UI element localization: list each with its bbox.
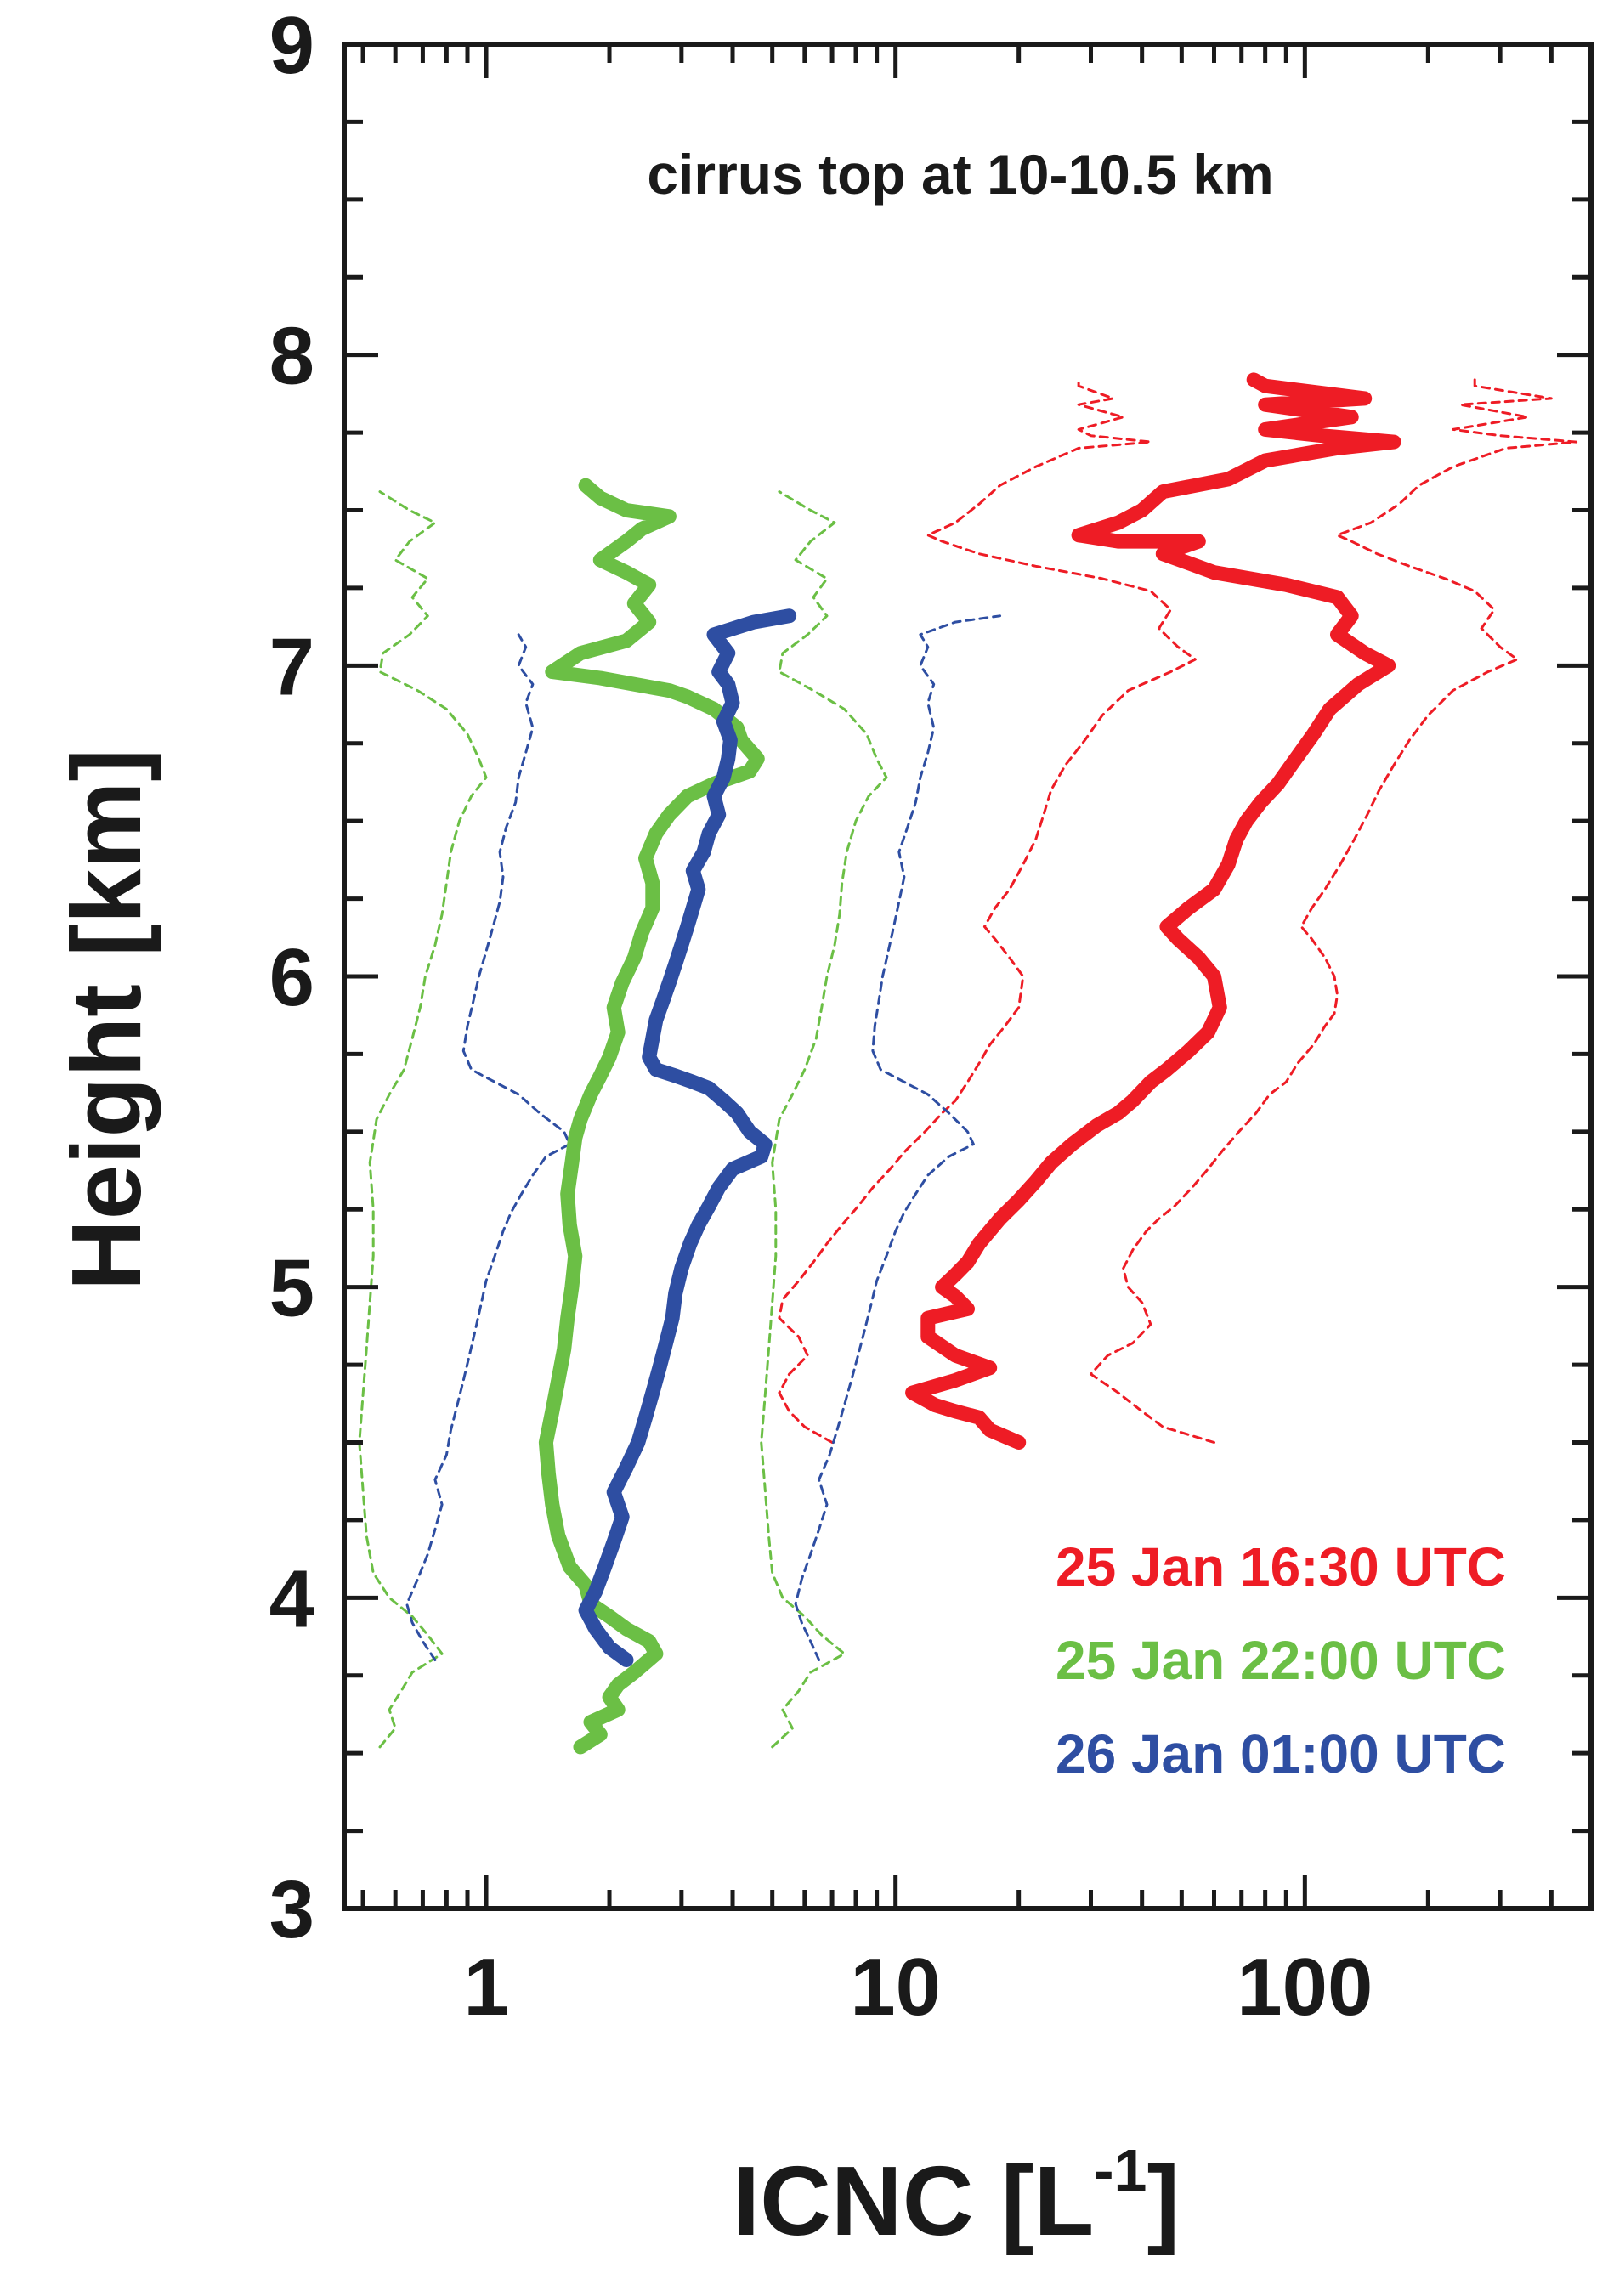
y-tick-label: 8 (269, 311, 314, 402)
x-axis-title-superscript: -1 (1094, 2137, 1147, 2203)
plot-frame (342, 42, 1594, 1911)
legend-entry: 26 Jan 01:00 UTC (1056, 1723, 1506, 1784)
series-line-26-jan-01-00-utc-lower-bound (405, 633, 571, 1661)
series-line-25-jan-22-00-utc-upper-bound (760, 490, 888, 1749)
chart-annotation: cirrus top at 10-10.5 km (647, 143, 1273, 206)
y-tick-label: 5 (269, 1243, 314, 1334)
series-line-25-jan-16-30-utc-lower-bound (1090, 378, 1578, 1444)
legend-entry: 25 Jan 22:00 UTC (1056, 1630, 1506, 1691)
series-line-25-jan-22-00-utc-lower-bound (358, 490, 488, 1749)
y-tick-label: 7 (269, 621, 314, 712)
series-line-25-jan-16-30-utc (905, 372, 1401, 1450)
series-line-26-jan-01-00-utc (578, 608, 797, 1667)
x-axis-title-main: ICNC [L (733, 2146, 1094, 2256)
y-tick-label: 3 (269, 1864, 314, 1955)
x-tick-label: 10 (850, 1942, 941, 2033)
x-tick-label: 100 (1237, 1942, 1373, 2033)
y-tick-label: 4 (269, 1553, 314, 1644)
y-tick-label: 9 (269, 0, 314, 91)
series-line-26-jan-01-00-utc-upper-bound (794, 614, 1002, 1661)
x-tick-label: 1 (463, 1942, 508, 2033)
y-axis-title: Height [km] (51, 749, 161, 1291)
series-line-25-jan-16-30-utc-upper-bound (778, 378, 1197, 1444)
x-axis-title-close: ] (1147, 2146, 1180, 2256)
labels-layer: 3 4 5 6 7 8 9 1 10 100 (269, 0, 1373, 2033)
legend: 25 Jan 16:30 UTC 25 Jan 22:00 UTC 26 Jan 0… (1056, 1536, 1506, 1784)
series-layer (358, 372, 1578, 1755)
ticks-layer (344, 42, 1594, 1911)
legend-entry: 25 Jan 16:30 UTC (1056, 1536, 1506, 1598)
x-axis-title: ICNC [L-1] (733, 2137, 1180, 2256)
y-tick-label: 6 (269, 932, 314, 1023)
